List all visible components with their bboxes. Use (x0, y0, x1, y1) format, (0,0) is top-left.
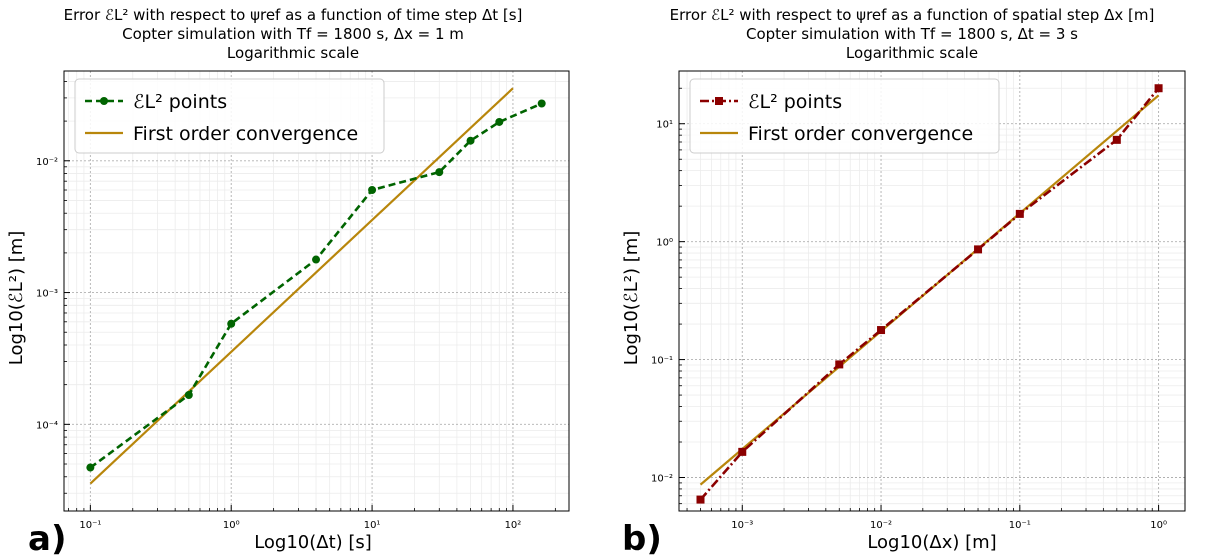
chart-a-data-point (227, 319, 236, 328)
chart-b-data-point (974, 245, 983, 254)
chart-a-x-tick-label: 10⁻¹ (79, 520, 101, 531)
chart-b-title-line-3: Logarithmic scale (846, 44, 978, 62)
chart-a-title-line-2: Copter simulation with Tf = 1800 s, Δx =… (122, 25, 464, 43)
chart-b-x-axis-label: Log10(Δx) [m] (867, 532, 996, 553)
chart-a-panel-letter: a) (28, 519, 66, 558)
chart-b-legend-box (689, 78, 1000, 154)
chart-b-axes-frame (678, 70, 1186, 512)
chart-b-y-tick-label: 10⁻² (651, 474, 673, 485)
chart-b-x-tick-label: 10⁰ (1150, 520, 1167, 531)
chart-a-legend-marker (100, 97, 108, 105)
chart-a-x-tick-label: 10² (505, 520, 522, 531)
chart-b-y-tick-label: 10¹ (656, 120, 673, 131)
chart-a-legend-box (74, 78, 385, 154)
chart-b-data-point (1154, 84, 1163, 93)
chart-a-x-tick-label: 10¹ (364, 520, 381, 531)
chart-b-data-point (1015, 209, 1024, 218)
chart-a-legend-label: ℰL² points (133, 91, 227, 113)
chart-b-data-point (877, 326, 886, 335)
chart-b-panel-letter: b) (622, 519, 662, 558)
chart-a-y-tick-label: 10⁻³ (36, 289, 58, 300)
chart-b-title-line-2: Copter simulation with Tf = 1800 s, Δt =… (746, 25, 1078, 43)
chart-a-data-point (435, 168, 444, 177)
chart-b-y-axis-label: Log10(ℰL²) [m] (621, 231, 642, 366)
chart-a-data-point (537, 99, 546, 108)
chart-a-title-line-1: Error ℰL² with respect to ψref as a func… (64, 6, 523, 24)
chart-b-legend-marker (715, 97, 723, 105)
chart-a-data-point (466, 136, 475, 145)
chart-a-data-point (312, 255, 321, 264)
chart-b-x-tick-label: 10⁻³ (731, 520, 753, 531)
chart-b-data-point (1112, 135, 1121, 144)
chart-a-y-tick-label: 10⁻⁴ (36, 420, 58, 431)
chart-b-x-tick-label: 10⁻² (870, 520, 892, 531)
chart-a: Error ℰL² with respect to ψref as a func… (6, 6, 570, 558)
chart-b-series-error-points-line (699, 87, 1160, 501)
chart-b-data-point (835, 360, 844, 369)
chart-b-y-tick-label: 10⁻¹ (651, 356, 673, 367)
chart-b-title-line-1: Error ℰL² with respect to ψref as a func… (670, 6, 1155, 24)
chart-b-legend-label: ℰL² points (748, 91, 842, 113)
chart-a-plot-area: 10⁻¹ 10⁰ 10¹ 10² 10⁻⁴ 10⁻³ 10⁻² ℰL² points First… (36, 70, 570, 531)
chart-b-y-tick-label: 10⁰ (656, 238, 673, 249)
chart-a-legend-label: First order convergence (133, 123, 358, 145)
chart-a-title-line-3: Logarithmic scale (227, 44, 359, 62)
chart-b-plot-area: 10⁻³ 10⁻² 10⁻¹ 10⁰ 10⁻² 10⁻¹ 10⁰ 10¹ ℰL² points F… (651, 70, 1186, 531)
chart-b-legend-label: First order convergence (748, 123, 973, 145)
chart-b-x-tick-label: 10⁻¹ (1009, 520, 1031, 531)
chart-a-y-tick-label: 10⁻² (36, 157, 58, 168)
chart-a-x-axis-label: Log10(Δt) [s] (254, 532, 372, 553)
chart-b: Error ℰL² with respect to ψref as a func… (621, 6, 1186, 558)
chart-a-data-point (184, 390, 193, 399)
chart-a-data-point (368, 186, 377, 195)
chart-a-axes-frame (63, 70, 570, 512)
chart-b-data-point (696, 495, 705, 504)
chart-a-data-point (86, 463, 95, 472)
chart-a-data-point (495, 117, 504, 126)
chart-a-y-axis-label: Log10(ℰL²) [m] (6, 231, 27, 366)
chart-b-data-point (738, 447, 747, 456)
chart-a-x-tick-label: 10⁰ (223, 520, 240, 531)
chart-a-series-first-order-line (89, 87, 514, 485)
